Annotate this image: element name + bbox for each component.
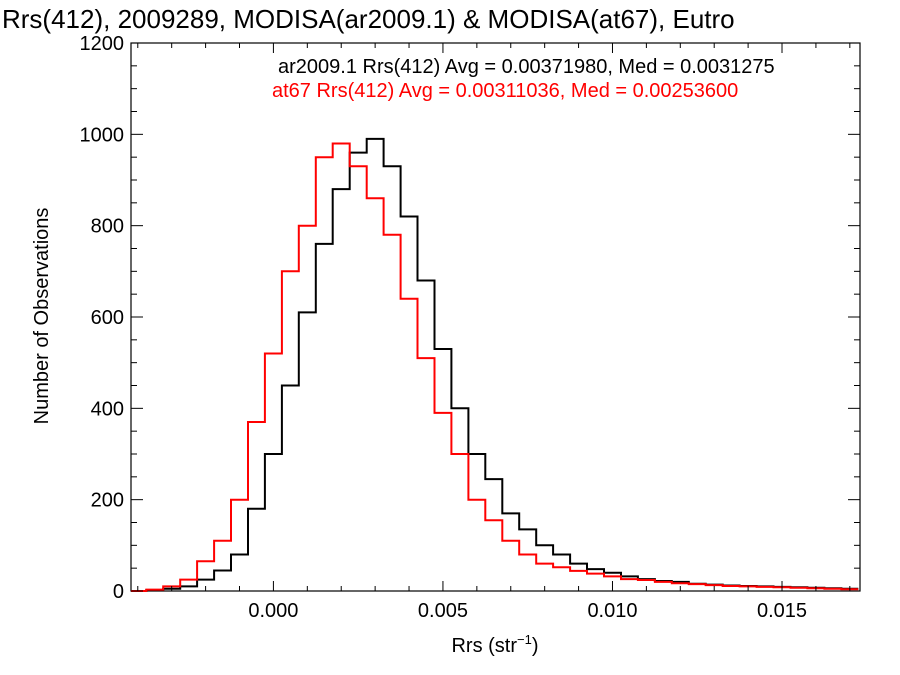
y-tick-label: 400 [91, 398, 124, 420]
series-layer [131, 137, 859, 592]
x-tick-label: 0.015 [757, 600, 807, 622]
x-axis-label-sup: −1 [517, 632, 532, 647]
x-axis-label-close: ) [532, 635, 539, 657]
plot-border [130, 42, 861, 592]
series-line-at67 [131, 142, 859, 592]
x-tick-label: 0.000 [248, 600, 298, 622]
y-axis-label: Number of Observations [31, 208, 53, 425]
chart-title: Rrs(412), 2009289, MODISA(ar2009.1) & MO… [2, 4, 735, 34]
y-tick-label: 600 [91, 307, 124, 329]
x-axis-label-main: Rrs (str [451, 635, 517, 657]
y-tick-label: 200 [91, 490, 124, 512]
plot-frame [130, 42, 861, 592]
y-tick-label: 800 [91, 216, 124, 238]
y-tick-label: 1000 [80, 124, 125, 146]
x-axis-label: Rrs (str−1) [451, 632, 538, 657]
series-line-ar20091 [131, 137, 859, 592]
legend-entry-at67: at67 Rrs(412) Avg = 0.00311036, Med = 0.… [272, 80, 738, 102]
legend-entry-ar2009: ar2009.1 Rrs(412) Avg = 0.00371980, Med … [278, 56, 775, 78]
y-tick-label: 0 [113, 581, 124, 603]
ticks-layer: 0.000 0.005 0.010 0.015 0 200 400 600 800 1000 120… [80, 33, 860, 622]
x-tick-label: 0.005 [418, 600, 468, 622]
x-tick-label: 0.010 [587, 600, 637, 622]
y-tick-label: 1200 [80, 33, 125, 55]
